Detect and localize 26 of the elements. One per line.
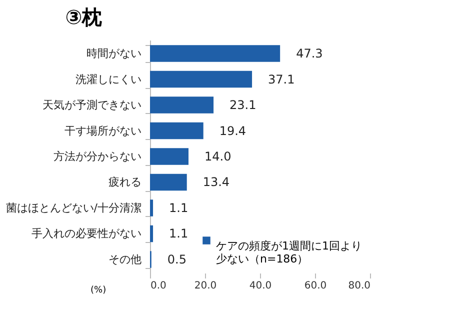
y-tick-label: 方法が分からない	[54, 150, 142, 163]
y-tick-label: 手入れの必要性がない	[32, 227, 142, 240]
y-tick-label: 疲れる	[108, 176, 142, 189]
data-label: 13.4	[202, 175, 230, 190]
y-tick-label: 天気が予測できない	[42, 98, 142, 112]
y-tick-label: 菌はほとんどない/十分清潔	[6, 201, 142, 214]
y-tick-label: その他	[108, 252, 142, 266]
y-tick-label: 時間がない	[86, 47, 142, 60]
data-label: 47.3	[296, 46, 323, 61]
x-tick-label: 40.0	[249, 280, 272, 292]
x-tick-label: 20.0	[194, 280, 217, 292]
y-tick-label: 洗濯しにくい	[76, 72, 142, 86]
legend-label: ケアの頻度が1週間に1回より少ない（n=186）	[216, 240, 362, 266]
data-label: 37.1	[268, 72, 295, 86]
data-label: 1.1	[169, 200, 188, 215]
data-label: 14.0	[204, 150, 232, 164]
x-tick-label: 60.0	[304, 280, 327, 292]
chart-title: ③枕	[65, 5, 102, 29]
data-label: 19.4	[219, 124, 246, 138]
x-axis-title: (%)	[90, 286, 106, 296]
x-tick-label: 0.0	[150, 280, 166, 292]
y-tick-label: 干す場所がない	[64, 124, 142, 138]
data-label: 1.1	[169, 226, 188, 241]
data-label: 23.1	[230, 98, 256, 112]
data-label: 0.5	[167, 252, 186, 266]
x-tick-label: 80.0	[348, 280, 370, 292]
